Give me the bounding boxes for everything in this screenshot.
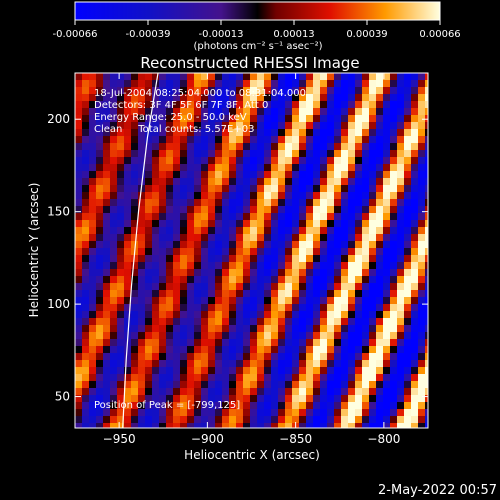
colorbar-tick-label: -0.00066: [53, 29, 98, 40]
annotation-time-range: 18-Jul-2004 08:25:04.000 to 08:31:04.000: [94, 88, 306, 99]
y-tick-label: 50: [55, 390, 70, 404]
colorbar-tick-label: 0.00066: [419, 29, 460, 40]
chart-title: Reconstructed RHESSI Image: [140, 54, 359, 72]
colorbar: [74, 1, 441, 21]
heatmap: [75, 73, 428, 428]
colorbar-unit-label: (photons cm⁻² s⁻¹ asec⁻²): [193, 41, 322, 52]
x-tick-label: −950: [103, 432, 136, 446]
colorbar-tick-label: -0.00039: [126, 29, 171, 40]
x-tick-label: −800: [367, 432, 400, 446]
annotation-detectors: Detectors: 3F 4F 5F 6F 7F 8F, Att 0: [94, 100, 268, 111]
colorbar-tick-label: 0.00039: [346, 29, 387, 40]
plot-frame: [74, 72, 429, 429]
colorbar-tick-label: 0.00013: [273, 29, 314, 40]
x-tick-label: −900: [191, 432, 224, 446]
y-tick-label: 100: [47, 297, 70, 311]
y-axis-label: Heliocentric Y (arcsec): [27, 183, 41, 318]
annotation-total-counts: Clean Total counts: 5.57E+03: [94, 124, 254, 135]
solar-limb-curve: [122, 73, 159, 428]
y-tick-label: 200: [47, 112, 70, 126]
x-axis-label: Heliocentric X (arcsec): [184, 448, 320, 462]
peak-position-label: Position of Peak = [-799,125]: [94, 400, 240, 411]
timestamp: 2-May-2022 00:57: [378, 483, 497, 498]
y-tick-label: 150: [47, 205, 70, 219]
annotation-energy-range: Energy Range: 25.0 - 50.0 keV: [94, 112, 247, 123]
x-tick-label: −850: [279, 432, 312, 446]
colorbar-tick-label: -0.00013: [199, 29, 244, 40]
